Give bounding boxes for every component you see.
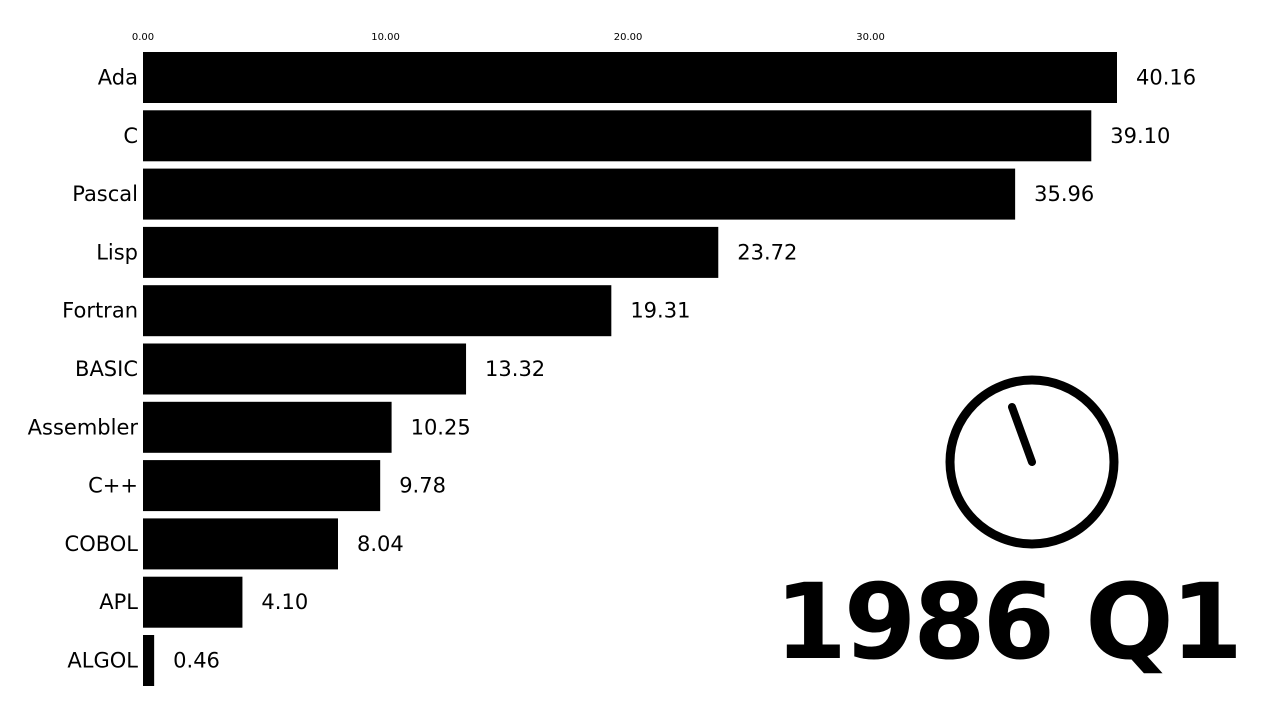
value-label: 23.72	[737, 240, 797, 264]
x-tick-label: 20.00	[614, 32, 643, 43]
clock-icon	[945, 375, 1119, 549]
category-label: C++	[88, 474, 138, 498]
bar	[143, 518, 338, 570]
category-label: Assembler	[28, 415, 139, 439]
value-label: 9.78	[399, 474, 446, 498]
bar	[143, 576, 243, 628]
bar	[143, 343, 467, 395]
category-label: C	[123, 124, 138, 148]
bar	[143, 635, 155, 686]
value-label: 40.16	[1136, 66, 1196, 90]
x-tick-label: 30.00	[856, 32, 885, 43]
value-label: 0.46	[173, 649, 220, 673]
x-axis-ticks: 0.00 10.00 20.00 30.00	[132, 32, 885, 43]
category-label: Ada	[98, 66, 138, 90]
clock-face	[945, 375, 1119, 549]
x-tick-label: 10.00	[371, 32, 400, 43]
value-label: 4.10	[261, 590, 308, 614]
value-label: 8.04	[357, 532, 404, 556]
bar	[143, 168, 1016, 220]
x-tick-label: 0.00	[132, 32, 154, 43]
category-label: Pascal	[72, 182, 138, 206]
clock-hand	[1008, 403, 1036, 466]
value-label: 19.31	[630, 299, 690, 323]
category-label: ALGOL	[67, 649, 138, 673]
bars-group	[143, 52, 1117, 686]
bar	[143, 401, 392, 453]
category-label: COBOL	[65, 532, 139, 556]
value-label: 10.25	[411, 415, 471, 439]
value-labels: 40.16 39.10 35.96 23.72 19.31 13.32 10.25 9.78 8…	[173, 66, 1196, 673]
category-labels: Ada C Pascal Lisp Fortran BASIC Assembler C++ CO…	[28, 66, 139, 673]
value-label: 39.10	[1110, 124, 1170, 148]
bar	[143, 226, 719, 278]
category-label: APL	[99, 590, 138, 614]
bar	[143, 110, 1092, 162]
period-label: 1986 Q1	[775, 561, 1240, 683]
bar	[143, 52, 1117, 103]
category-label: Lisp	[96, 240, 138, 264]
category-label: Fortran	[62, 299, 138, 323]
bar	[143, 460, 381, 512]
value-label: 35.96	[1034, 182, 1094, 206]
bar	[143, 285, 612, 337]
value-label: 13.32	[485, 357, 545, 381]
category-label: BASIC	[75, 357, 138, 381]
